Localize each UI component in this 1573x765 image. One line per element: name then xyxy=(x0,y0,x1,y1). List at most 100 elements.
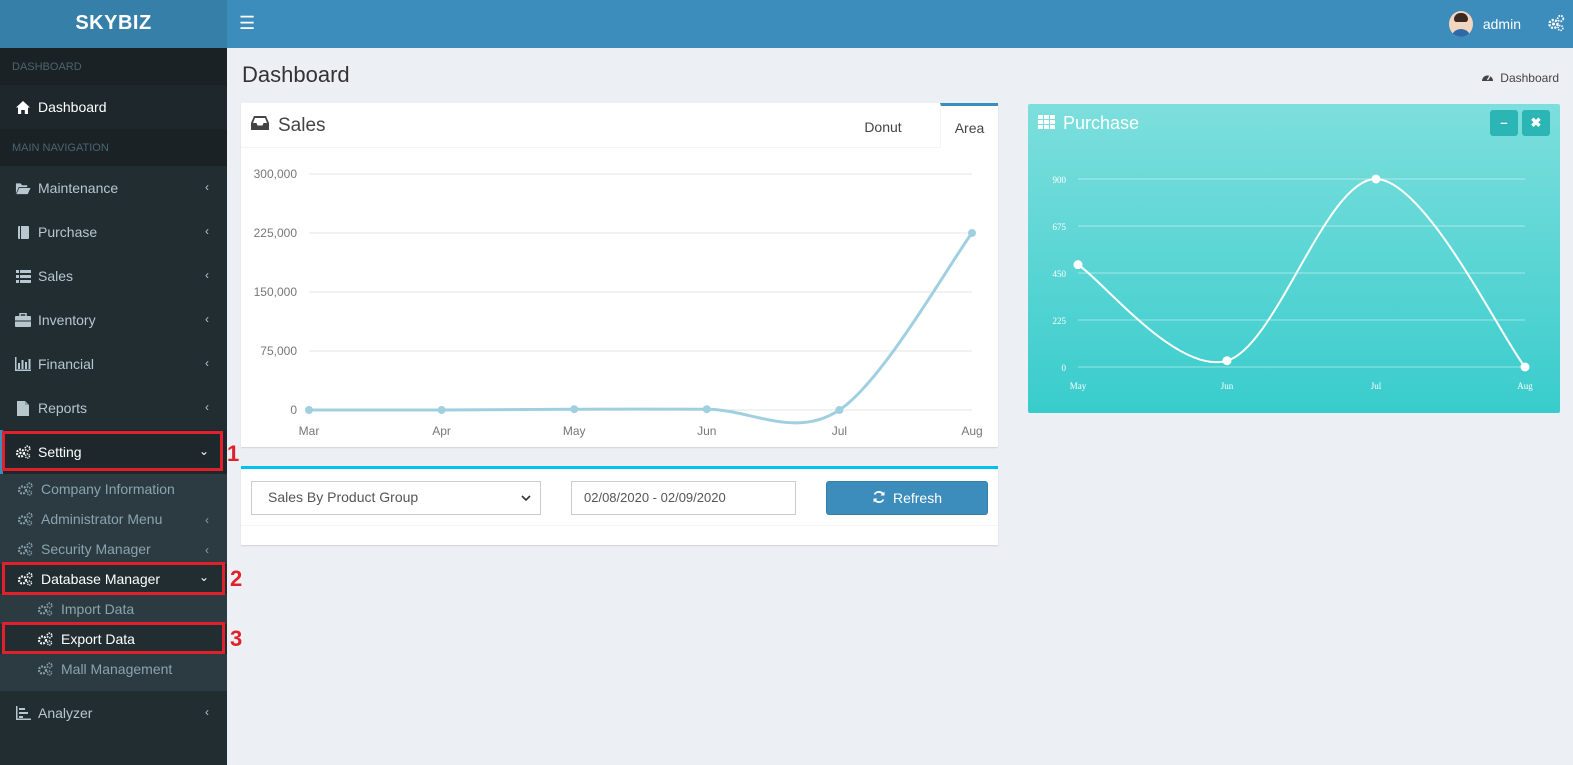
purchase-panel: 900 675 450 225 0 May Jun Jul Aug Purchase – ✖ xyxy=(1028,104,1560,413)
submenu-item-administrator-menu[interactable]: Administrator Menu ‹ xyxy=(0,504,227,534)
series-line xyxy=(1077,177,1526,368)
gears-icon xyxy=(15,444,31,460)
page-title: Dashboard xyxy=(242,62,350,87)
sidebar-item-label: Inventory xyxy=(38,312,96,328)
chevron-left-icon: ‹ xyxy=(205,543,209,557)
sidebar-item-analyzer[interactable]: Analyzer ‹ xyxy=(0,691,227,735)
annotation-number: 2 xyxy=(230,566,243,591)
user-avatar xyxy=(1448,11,1473,37)
setting-submenu: Company Information Administrator Menu ‹… xyxy=(0,474,227,691)
file-icon xyxy=(15,400,31,416)
y-tick-label: 300,000 xyxy=(254,167,298,181)
home-icon xyxy=(15,99,31,115)
sidebar-item-reports[interactable]: Reports ‹ xyxy=(0,386,227,430)
gears-icon xyxy=(37,602,53,616)
submenu-item-label: Company Information xyxy=(41,481,175,497)
refresh-icon xyxy=(872,490,886,507)
chevron-left-icon: ‹ xyxy=(205,268,209,282)
chevron-left-icon: ‹ xyxy=(205,180,209,194)
username: admin xyxy=(1482,16,1521,32)
submenu-item-import-data[interactable]: Import Data xyxy=(0,594,227,624)
series-line xyxy=(308,232,974,425)
user-menu[interactable]: admin xyxy=(1448,10,1521,38)
y-tick-label: 0 xyxy=(290,403,297,417)
sidebar-item-financial[interactable]: Financial ‹ xyxy=(0,342,227,386)
chevron-left-icon: ‹ xyxy=(205,705,209,719)
x-tick-label: Aug xyxy=(961,424,982,438)
tab-donut[interactable]: Donut xyxy=(864,119,902,135)
chevron-down-icon: ⌄ xyxy=(198,570,209,584)
top-navbar: ☰ admin xyxy=(227,0,1573,48)
refresh-label: Refresh xyxy=(892,490,943,506)
y-tick-label: 900 xyxy=(1053,175,1067,185)
submenu-spacer xyxy=(0,684,227,691)
breadcrumb[interactable]: Dashboard xyxy=(1481,71,1559,85)
x-tick-label: May xyxy=(1070,381,1087,391)
refresh-button[interactable]: Refresh xyxy=(826,481,988,515)
sidebar-item-setting[interactable]: Setting ⌄ xyxy=(0,430,227,474)
sidebar-item-label: Purchase xyxy=(38,224,98,240)
chevron-left-icon: ‹ xyxy=(205,513,209,527)
data-point xyxy=(1520,362,1530,372)
submenu-item-label: Import Data xyxy=(61,601,135,617)
submenu-item-label: Export Data xyxy=(61,631,135,647)
highlight-box-database-manager xyxy=(2,562,225,595)
submenu-item-label: Mall Management xyxy=(61,661,173,677)
report-type-value: Sales By Product Group xyxy=(268,489,419,505)
data-point xyxy=(835,406,844,414)
sidebar-item-sales[interactable]: Sales ‹ xyxy=(0,254,227,298)
submenu-item-label: Security Manager xyxy=(41,541,151,557)
sales-panel: Sales Donut Area 300,000 225,000 150,000 75… xyxy=(241,103,998,447)
data-point xyxy=(702,405,711,414)
gears-icon xyxy=(17,542,33,556)
y-tick-label: 0 xyxy=(1062,363,1067,373)
x-tick-label: Apr xyxy=(432,424,451,438)
sidebar-item-inventory[interactable]: Inventory ‹ xyxy=(0,298,227,342)
submenu-item-database-manager[interactable]: Database Manager ⌄ xyxy=(0,564,227,594)
sidebar-item-purchase[interactable]: Purchase ‹ xyxy=(0,210,227,254)
submenu-item-company-information[interactable]: Company Information xyxy=(0,474,227,504)
x-tick-label: Jun xyxy=(1221,381,1234,391)
sidebar-item-label: Financial xyxy=(38,356,95,372)
data-point xyxy=(305,406,313,414)
brand-logo[interactable]: SKYBIZ xyxy=(0,0,227,48)
x-tick-label: Jul xyxy=(1371,381,1382,391)
submenu-item-export-data[interactable]: Export Data xyxy=(0,624,227,654)
inbox-icon xyxy=(251,115,269,137)
sales-title: Sales xyxy=(251,115,326,137)
submenu-item-mall-management[interactable]: Mall Management xyxy=(0,654,227,684)
highlight-box-setting xyxy=(2,431,223,471)
submenu-item-label: Database Manager xyxy=(41,571,161,587)
y-tick-label: 675 xyxy=(1053,222,1067,232)
date-range-input[interactable]: 02/08/2020 - 02/09/2020 xyxy=(571,481,796,515)
highlight-box-export-data xyxy=(2,622,225,654)
sidebar-item-label: Reports xyxy=(38,400,88,416)
tab-area[interactable]: Area xyxy=(940,103,998,148)
sidebar-header-main: MAIN NAVIGATION xyxy=(0,129,227,166)
sidebar-item-label: Maintenance xyxy=(38,180,119,196)
briefcase-icon xyxy=(15,312,31,328)
x-tick-label: Jul xyxy=(832,424,847,438)
data-point xyxy=(1073,260,1083,270)
chevron-down-icon: ⌄ xyxy=(198,444,209,458)
y-tick-label: 225,000 xyxy=(254,226,298,240)
sidebar-toggle-icon[interactable]: ☰ xyxy=(239,13,256,33)
grid-icon xyxy=(1038,113,1055,134)
gears-icon xyxy=(17,572,33,586)
annotation-number: 1 xyxy=(227,441,240,466)
gears-icon xyxy=(17,512,33,526)
minimize-button[interactable]: – xyxy=(1490,110,1518,136)
close-button[interactable]: ✖ xyxy=(1522,110,1550,136)
x-tick-label: Mar xyxy=(299,424,320,438)
sidebar-item-maintenance[interactable]: Maintenance ‹ xyxy=(0,166,227,210)
sidebar-item-dashboard[interactable]: Dashboard xyxy=(0,85,227,129)
y-tick-label: 75,000 xyxy=(260,344,297,358)
sidebar-item-label: Dashboard xyxy=(38,99,107,115)
list-icon xyxy=(15,268,31,284)
report-type-select[interactable]: Sales By Product Group xyxy=(251,481,541,515)
submenu-item-security-manager[interactable]: Security Manager ‹ xyxy=(0,534,227,564)
settings-gears-icon[interactable] xyxy=(1547,14,1565,35)
gears-icon xyxy=(37,662,53,676)
sidebar-header-dashboard: DASHBOARD xyxy=(0,48,227,85)
